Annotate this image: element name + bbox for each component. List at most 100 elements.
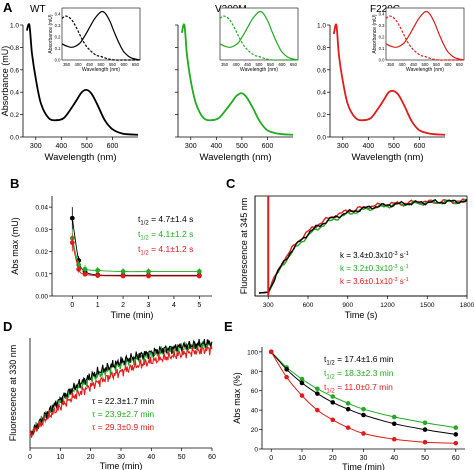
- E-data-point: [453, 440, 459, 446]
- C-xtick-label: 300: [263, 302, 274, 309]
- B-data-point: [120, 273, 126, 279]
- C-xtick-label: 1200: [380, 302, 395, 309]
- A1-inset-ytick-label: 0.4: [55, 11, 61, 16]
- A1-inset-xtick-label: 450: [86, 62, 94, 67]
- E-ytick-label: 100: [247, 349, 258, 356]
- B-data-point: [69, 240, 75, 246]
- D-xtick-label: 20: [87, 454, 95, 461]
- D-annotation-1: τ = 22.3±1.7 min: [92, 396, 154, 406]
- B-data-point: [196, 273, 202, 279]
- E-data-point: [391, 421, 397, 427]
- panel-label-A: A: [3, 0, 13, 15]
- A2-xlabel: Wavelength (nm): [200, 152, 272, 163]
- E-data-point: [422, 420, 428, 426]
- E-fit-line: [270, 351, 456, 429]
- E-xtick-label: 40: [390, 455, 398, 462]
- E-ytick-label: 60: [251, 388, 259, 395]
- A1-ytick-label: 0.8: [10, 45, 19, 52]
- A3-inset-ytick-label: 0.1: [379, 46, 385, 51]
- A3-ytick-label: 1.0: [317, 23, 326, 30]
- B-data-point: [95, 268, 101, 273]
- D-xlabel: Time (min): [100, 461, 143, 470]
- E-data-point: [422, 427, 428, 432]
- A1-xtick-label: 500: [81, 143, 93, 150]
- B-data-point: [76, 266, 82, 272]
- A1-ytick-label: 1.0: [10, 23, 19, 30]
- E-data-point: [268, 349, 274, 355]
- E-data-point: [453, 432, 459, 437]
- A3-inset-ytick-label: 0.3: [379, 23, 385, 28]
- A3-ytick-label: 0.0: [317, 135, 326, 142]
- B-data-point: [82, 266, 88, 272]
- A1-xlabel: Wavelength (nm): [45, 152, 117, 163]
- D-annotation-3: τ = 29.3±0.9 min: [92, 422, 154, 432]
- B-ytick-label: 0.01: [35, 271, 48, 278]
- E-ytick-label: 0: [254, 447, 258, 454]
- A2-inset-frame: [219, 7, 299, 61]
- C-xtick-label: 1800: [460, 302, 474, 309]
- B-data-point: [95, 273, 101, 278]
- E-data-point: [361, 412, 366, 418]
- D-ylabel: Fluorescence at 330 nm: [8, 345, 18, 442]
- D-xtick-label: 30: [117, 454, 125, 461]
- A3-xtick-label: 400: [362, 143, 374, 150]
- B-xtick-label: 1: [96, 302, 100, 309]
- B-xlabel: Time (min): [111, 310, 154, 320]
- B-data-point: [146, 269, 151, 274]
- A3-inset-xtick-label: 400: [399, 62, 407, 67]
- A2-inset-xtick-label: 600: [278, 62, 286, 67]
- E-data-point: [361, 431, 366, 436]
- E-fit-line: [270, 351, 456, 444]
- E-data-point: [299, 380, 305, 386]
- E-data-point: [299, 376, 305, 382]
- E-fit-line: [270, 351, 456, 435]
- A1-ytick-label: 0.0: [10, 135, 19, 142]
- A1-inset-xtick-label: 500: [98, 62, 106, 67]
- A1-title: WT: [30, 4, 46, 15]
- A3-inset-ytick-label: 0.0: [379, 58, 385, 63]
- E-data-point: [315, 407, 320, 413]
- D-kinetic-trace: [29, 344, 213, 438]
- A1-ytick-label: 0.6: [10, 67, 19, 74]
- panel-label-B: B: [10, 176, 19, 191]
- C-xtick-label: 900: [342, 302, 353, 309]
- E-data-point: [284, 374, 289, 380]
- A1-inset-ylabel: Absorbance (mU): [48, 14, 54, 54]
- A3-xtick-label: 500: [388, 143, 400, 150]
- A3-inset-solid-line: [385, 10, 465, 61]
- E-data-point: [330, 400, 336, 405]
- A2-inset-dashed-line: [219, 15, 298, 61]
- A3-ytick-label: 0.8: [317, 45, 326, 52]
- C-xtick-label: 600: [303, 302, 314, 309]
- E-data-point: [345, 425, 351, 430]
- B-xtick-label: 4: [172, 302, 176, 309]
- E-xtick-label: 30: [360, 455, 368, 462]
- C-xlabel: Time (s): [345, 310, 378, 320]
- B-ytick-label: 0.02: [35, 249, 48, 256]
- B-data-point: [196, 269, 202, 274]
- A2-xtick-label: 600: [262, 143, 274, 150]
- C-frame: [254, 195, 468, 297]
- A3-inset-xtick-label: 650: [456, 62, 464, 67]
- A1-inset-dashed-line: [61, 15, 140, 61]
- B-annotation-3: t1/2 = 4.1±1.2 s: [138, 244, 193, 257]
- E-data-point: [330, 417, 336, 423]
- E-data-point: [391, 436, 397, 442]
- A1-inset-ytick-label: 0.1: [55, 46, 61, 51]
- A1-inset-ytick-label: 0.0: [55, 58, 61, 63]
- B-ytick-label: 0.00: [35, 294, 48, 301]
- A1-xtick-label: 300: [30, 143, 42, 150]
- B-data-point: [82, 271, 88, 277]
- A3-ytick-label: 0.6: [317, 67, 326, 74]
- B-xtick-label: 5: [197, 302, 201, 309]
- A3-xlabel: Wavelength (nm): [352, 152, 424, 163]
- A3-xtick-label: 300: [337, 143, 349, 150]
- E-data-point: [299, 393, 305, 398]
- E-data-point: [345, 401, 351, 406]
- A1-inset-frame: [61, 7, 141, 61]
- B-annotation-2: t1/2 = 4.1±1.2 s: [138, 229, 193, 242]
- A1-xtick-label: 400: [55, 143, 67, 150]
- E-ytick-label: 40: [251, 408, 259, 415]
- A1-spectrum-line: [25, 23, 139, 136]
